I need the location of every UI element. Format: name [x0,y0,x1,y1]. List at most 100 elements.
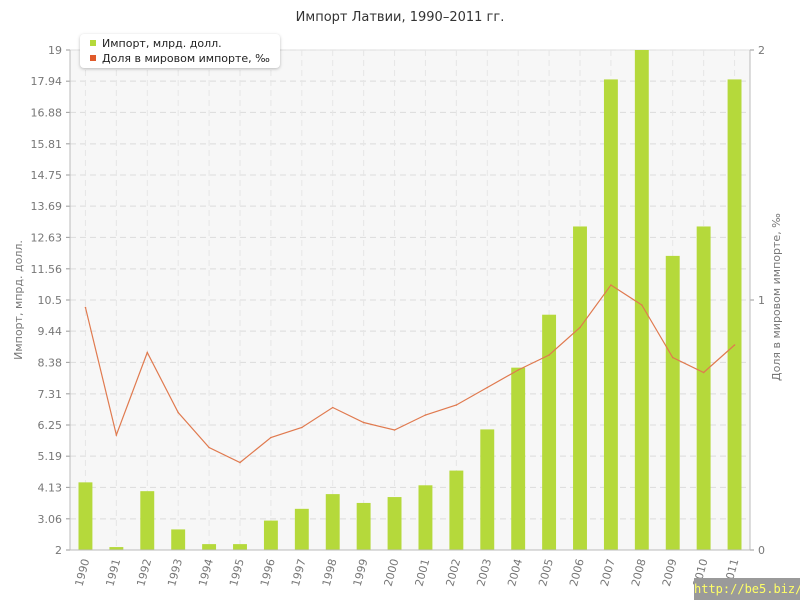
share-point-2003 [486,386,489,389]
bar-1994 [202,544,217,550]
share-point-1991 [115,434,118,436]
x-tick-label: 2009 [660,557,680,587]
x-tick-label: 2006 [567,557,587,587]
share-point-1997 [301,426,303,429]
bar-2007 [603,79,618,550]
bar-2004 [511,367,526,550]
y-tick-label: 9.44 [38,325,63,338]
x-tick-label: 2000 [382,557,402,587]
bar-1992 [140,491,155,550]
share-point-1999 [362,421,365,424]
share-point-2007 [610,284,612,286]
x-tick-label: 2003 [474,557,494,587]
share-point-2008 [641,304,643,306]
y-tick-label: 2 [55,544,62,557]
bar-2002 [449,470,464,550]
x-tick-label: 2004 [505,557,525,587]
bar-2008 [634,50,649,550]
bar-2003 [480,429,495,550]
bar-2000 [387,497,402,550]
y-tick-label: 7.31 [38,388,63,401]
x-tick-label: 1993 [165,557,185,587]
y-tick-label: 3.06 [38,513,63,526]
share-point-2011 [733,344,736,346]
y-axis-label: Импорт, мпрд. долл. [12,240,25,360]
bar-2006 [573,226,587,550]
share-point-2001 [424,414,427,416]
share-point-1994 [208,446,210,449]
y-tick-label: 10.5 [38,294,63,307]
x-tick-label: 2002 [443,557,463,587]
bar-2005 [542,314,557,550]
y-tick-label: 13.69 [31,200,63,213]
y-tick-label: 4.13 [38,481,63,494]
bar-1996 [263,520,278,550]
y-tick-label: 8.38 [38,356,63,369]
legend-item-import[interactable]: Импорт, млрд. долл. [90,37,222,51]
bar-2009 [665,255,680,550]
x-tick-label: 1996 [258,557,278,587]
share-point-1998 [331,406,334,409]
share-point-1996 [270,436,272,439]
bar-1990 [78,482,93,550]
share-point-2010 [702,371,705,374]
bar-1998 [325,494,340,550]
x-tick-label: 1995 [227,557,247,587]
share-point-2000 [393,429,396,431]
watermark[interactable]: http://be5.biz/ [694,578,800,600]
share-point-2002 [455,404,458,406]
share-point-1990 [84,306,87,309]
legend: Импорт, млрд. долл. Доля в мировом импор… [80,34,280,68]
bar-1993 [171,529,186,550]
y-tick-label: 17.94 [31,75,63,88]
x-tick-label: 1991 [103,557,123,587]
legend-label-share: Доля в мировом импорте, ‰ [102,52,270,65]
y2-tick-label: 2 [758,44,765,57]
chart-title: Импорт Латвии, 1990–2011 гг. [295,10,505,25]
legend-item-share[interactable]: Доля в мировом импорте, ‰ [90,52,270,66]
x-tick-label: 2008 [629,557,649,587]
line-series [84,284,736,464]
y-tick-label: 12.63 [31,231,63,244]
share-point-2009 [671,356,674,359]
x-tick-label: 2007 [598,557,618,587]
bar-1995 [233,544,247,550]
bar-2011 [727,79,742,550]
y-tick-label: 5.19 [38,450,63,463]
y2-tick-label: 1 [758,294,765,307]
share-line [84,284,735,464]
bar-1997 [294,508,309,550]
share-point-2005 [548,354,550,356]
x-tick-label: 2001 [413,557,433,587]
x-tick-label: 2005 [536,557,556,587]
share-point-1995 [239,461,241,464]
y2-axis-label: Доля в мировом импорте, ‰ [770,213,783,381]
bar-2001 [418,485,433,550]
legend-label-import: Импорт, млрд. долл. [102,37,222,50]
x-tick-label: 1997 [289,557,309,587]
x-tick-label: 1994 [196,557,216,587]
bar-series [78,50,742,550]
legend-swatch-import [90,40,96,46]
share-point-2004 [517,369,519,371]
share-point-2006 [579,326,581,329]
x-tick-label: 1998 [320,557,340,587]
share-point-1993 [177,411,179,414]
y2-tick-label: 0 [758,544,765,557]
x-tick-label: 1999 [351,557,371,587]
y-tick-label: 19 [48,44,62,57]
axes [66,49,754,551]
bar-1991 [109,547,124,550]
share-point-1992 [146,351,149,354]
y-tick-label: 6.25 [38,419,63,432]
bar-2010 [696,226,711,550]
y-tick-label: 16.88 [31,106,63,119]
y-tick-label: 14.75 [31,169,63,182]
y-tick-label: 15.81 [31,138,63,151]
x-tick-label: 1990 [73,557,93,587]
x-tick-label: 1992 [134,557,154,587]
bar-1999 [356,502,371,550]
legend-swatch-share [90,55,96,61]
y-tick-label: 11.56 [31,263,63,276]
